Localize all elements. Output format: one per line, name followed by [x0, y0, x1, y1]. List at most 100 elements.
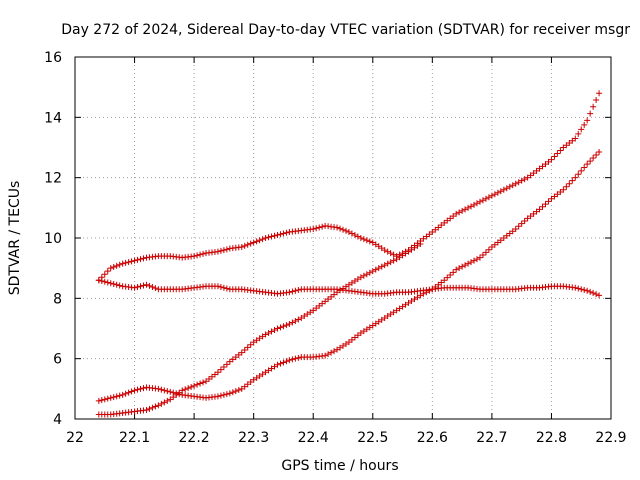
data-point	[476, 198, 483, 205]
data-point	[235, 386, 242, 393]
data-point	[375, 265, 382, 272]
data-point	[572, 284, 579, 291]
data-point	[328, 349, 335, 356]
data-point	[363, 237, 370, 244]
data-point	[223, 361, 230, 368]
data-point	[104, 268, 111, 275]
data-point	[545, 198, 552, 205]
data-point	[95, 397, 102, 404]
data-point	[220, 284, 227, 291]
data-point	[372, 266, 379, 273]
series-3	[95, 149, 603, 404]
data-point	[268, 233, 275, 240]
data-point	[274, 325, 281, 332]
y-tick-label: 10	[44, 231, 62, 247]
data-point	[131, 387, 138, 394]
y-tick-label: 6	[53, 352, 62, 368]
data-point	[286, 289, 293, 296]
data-point	[581, 121, 588, 128]
data-point	[158, 386, 165, 393]
data-point	[286, 357, 293, 364]
data-point	[214, 369, 221, 376]
data-point	[164, 388, 171, 395]
data-point	[194, 252, 201, 259]
data-point	[232, 388, 239, 395]
data-point	[101, 271, 108, 278]
data-point	[471, 201, 478, 208]
data-point	[280, 323, 287, 330]
data-point	[551, 153, 558, 160]
data-point	[200, 250, 207, 257]
data-point	[560, 186, 567, 193]
data-point	[348, 230, 355, 237]
data-point	[164, 397, 171, 404]
data-point	[471, 257, 478, 264]
data-point	[146, 405, 153, 412]
data-point	[363, 271, 370, 278]
data-point	[465, 204, 472, 211]
data-point	[167, 388, 174, 395]
data-point	[113, 281, 120, 288]
data-series	[95, 90, 603, 418]
data-point	[197, 251, 204, 258]
data-point	[241, 346, 248, 353]
data-point	[191, 382, 198, 389]
data-point	[462, 206, 469, 213]
data-point	[197, 380, 204, 387]
data-point	[250, 239, 257, 246]
data-point	[262, 235, 269, 241]
data-point	[509, 182, 516, 189]
x-tick-label: 22	[66, 430, 84, 446]
data-point	[122, 390, 129, 397]
data-point	[283, 229, 290, 236]
data-point	[152, 403, 159, 410]
data-point	[146, 282, 153, 289]
data-point	[113, 262, 120, 269]
data-point	[253, 238, 260, 245]
data-point	[420, 290, 427, 297]
data-point	[265, 234, 272, 241]
x-tick-label: 22.1	[119, 430, 150, 446]
data-point	[584, 117, 591, 124]
data-point	[578, 126, 585, 133]
data-point	[345, 228, 352, 235]
data-point	[131, 284, 138, 291]
data-point	[119, 260, 126, 267]
data-point	[295, 287, 302, 294]
data-point	[593, 152, 600, 159]
data-point	[226, 390, 233, 397]
data-point	[128, 258, 135, 265]
data-point	[512, 225, 519, 232]
x-tick-label: 22.9	[595, 430, 626, 446]
data-point	[384, 248, 391, 255]
x-axis-label: GPS time / hours	[281, 458, 398, 474]
x-tick-label: 22.8	[536, 430, 567, 446]
data-point	[277, 231, 284, 238]
data-point	[485, 246, 492, 253]
data-point	[459, 263, 466, 270]
data-point	[462, 262, 469, 269]
series-4	[95, 241, 424, 418]
data-point	[366, 269, 373, 276]
data-point	[125, 259, 132, 266]
data-point	[539, 203, 546, 210]
data-point	[596, 90, 603, 97]
data-point	[444, 274, 451, 281]
data-point	[137, 283, 144, 290]
data-point	[485, 194, 492, 201]
data-point	[188, 383, 195, 390]
data-point	[369, 268, 376, 275]
data-point	[593, 291, 600, 298]
data-point	[116, 392, 123, 399]
data-point	[238, 244, 245, 251]
data-point	[512, 180, 519, 187]
data-point	[194, 381, 201, 388]
data-point	[593, 96, 600, 103]
data-point	[274, 361, 281, 368]
data-point	[295, 354, 302, 361]
y-tick-label: 4	[53, 412, 62, 428]
data-point	[289, 356, 296, 363]
data-point	[459, 207, 466, 214]
y-tick-label: 16	[44, 50, 62, 66]
